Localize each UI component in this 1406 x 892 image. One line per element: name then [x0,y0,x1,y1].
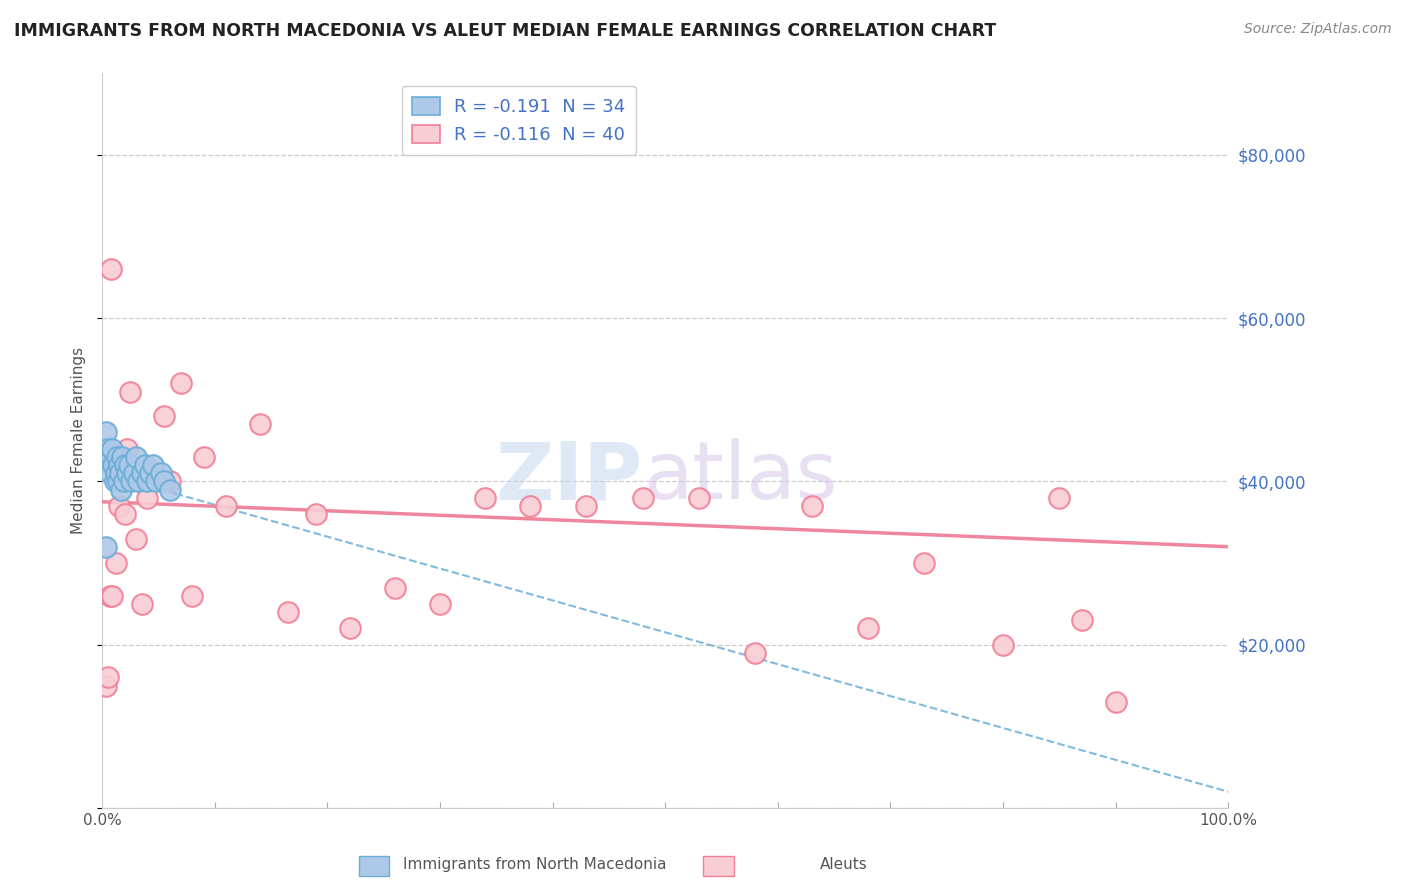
Point [149,466,172,480]
Point [474,491,496,505]
Point [153,409,176,423]
Point [105,450,128,464]
Point [159,475,181,489]
Point [127,475,149,489]
Point [94,425,117,440]
Point [1105,695,1128,709]
Point [100,262,122,277]
Point [114,507,136,521]
Point [631,491,654,505]
Text: ZIP: ZIP [495,438,643,516]
Point [339,621,361,635]
Point [104,466,127,480]
Point [118,458,141,472]
Point [138,466,160,480]
Point [249,417,271,432]
Point [193,450,215,464]
Point [101,442,124,456]
Point [1070,613,1092,627]
Point [429,597,451,611]
Point [136,475,159,489]
Point [115,466,138,480]
Point [142,458,165,472]
Point [107,475,129,489]
Point [120,384,142,399]
Text: Aleuts: Aleuts [820,857,868,872]
Point [112,475,135,489]
Point [98,458,121,472]
Point [170,376,193,391]
Point [98,589,121,603]
Point [104,556,127,570]
Point [856,621,879,635]
Y-axis label: Median Female Earnings: Median Female Earnings [72,347,86,534]
Point [100,450,122,464]
Point [912,556,935,570]
Point [114,458,136,472]
Point [122,466,145,480]
Point [125,450,148,464]
Point [1047,491,1070,505]
Point [744,646,766,660]
Point [111,458,134,472]
Point [384,581,406,595]
Point [153,475,176,489]
Point [108,499,131,513]
Point [96,442,118,456]
Point [111,450,134,464]
Point [94,540,117,554]
Text: Source: ZipAtlas.com: Source: ZipAtlas.com [1244,22,1392,37]
Point [131,466,153,480]
Point [131,597,153,611]
Point [115,442,138,456]
Point [181,589,204,603]
Text: Immigrants from North Macedonia: Immigrants from North Macedonia [402,857,666,872]
Point [215,499,238,513]
Point [305,507,328,521]
Point [125,532,148,546]
Point [688,491,710,505]
Point [110,483,132,497]
Point [121,475,143,489]
Point [108,458,131,472]
Text: atlas: atlas [643,438,837,516]
Point [94,679,117,693]
Point [159,483,181,497]
Point [104,475,127,489]
Point [134,458,156,472]
Point [110,466,132,480]
Point [145,475,167,489]
Point [104,466,127,480]
Point [98,466,121,480]
Point [991,638,1014,652]
Point [103,458,125,472]
Point [519,499,541,513]
Point [800,499,823,513]
Point [97,450,120,464]
Point [97,670,120,684]
Point [136,491,159,505]
Point [101,589,124,603]
Text: IMMIGRANTS FROM NORTH MACEDONIA VS ALEUT MEDIAN FEMALE EARNINGS CORRELATION CHAR: IMMIGRANTS FROM NORTH MACEDONIA VS ALEUT… [14,22,997,40]
Point [277,605,299,619]
Legend: R = -0.191  N = 34, R = -0.116  N = 40: R = -0.191 N = 34, R = -0.116 N = 40 [402,86,636,155]
Point [575,499,598,513]
